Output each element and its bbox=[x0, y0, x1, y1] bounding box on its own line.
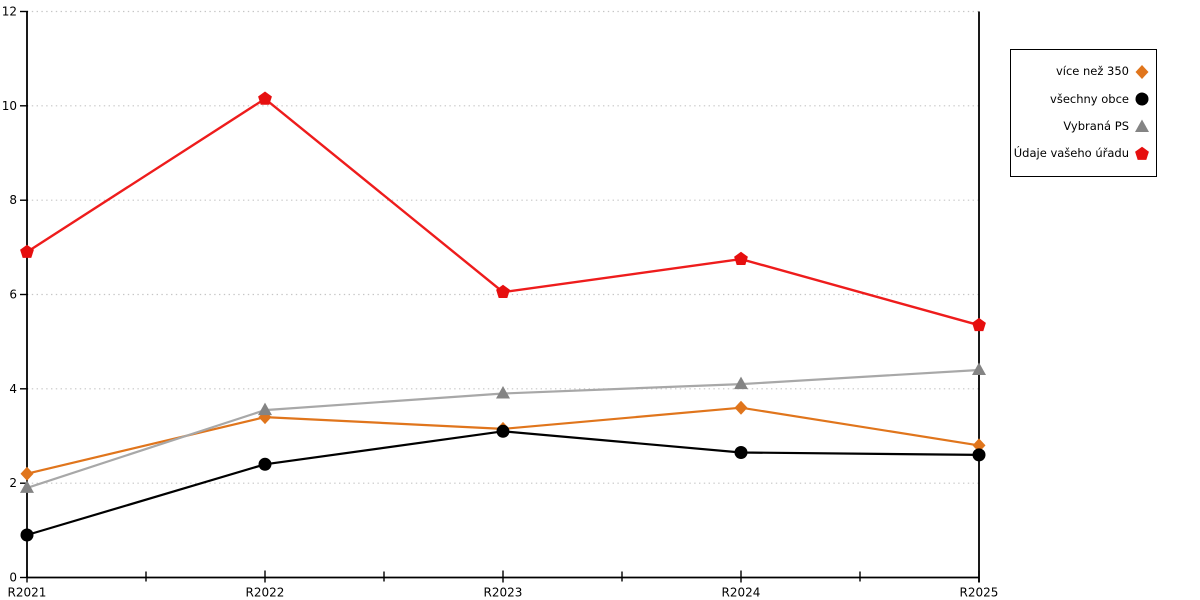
triangle-marker bbox=[972, 362, 986, 375]
circle-icon bbox=[1135, 92, 1149, 106]
x-tick-label: R2024 bbox=[722, 586, 761, 600]
pentagon-marker bbox=[496, 284, 510, 298]
legend-box: více než 350 všechny obce Vybraná PS Údaje … bbox=[1010, 49, 1157, 177]
legend-label: všechny obce bbox=[1050, 91, 1129, 106]
circle-marker bbox=[972, 448, 986, 462]
diamond-icon bbox=[1135, 65, 1149, 80]
x-tick-label: R2022 bbox=[246, 586, 285, 600]
diamond-marker bbox=[972, 438, 986, 453]
x-tick-label: R2025 bbox=[960, 586, 999, 600]
triangle-marker bbox=[20, 480, 34, 493]
pentagon-marker bbox=[20, 244, 34, 258]
y-tick-label: 10 bbox=[2, 99, 17, 113]
diamond-marker bbox=[734, 400, 748, 415]
y-tick-label: 8 bbox=[9, 193, 17, 207]
circle-marker bbox=[20, 528, 34, 542]
pentagon-marker bbox=[734, 251, 748, 265]
pentagon-marker bbox=[258, 91, 272, 105]
y-tick-label: 0 bbox=[9, 571, 17, 585]
y-tick-label: 4 bbox=[9, 382, 17, 396]
pentagon-marker bbox=[972, 317, 986, 332]
circle-marker bbox=[734, 446, 748, 459]
triangle-marker bbox=[496, 386, 510, 399]
y-tick-label: 12 bbox=[2, 5, 17, 19]
circle-marker bbox=[258, 457, 272, 471]
legend-label: více než 350 bbox=[1055, 64, 1129, 79]
triangle-marker bbox=[258, 402, 272, 416]
x-tick-label: R2023 bbox=[484, 586, 523, 600]
legend-label: Vybraná PS bbox=[1063, 118, 1129, 133]
legend-item: Údaje vašeho úřadu bbox=[1013, 146, 1150, 162]
series-triangle bbox=[20, 362, 986, 493]
y-tick-label: 6 bbox=[9, 288, 17, 302]
series-circle bbox=[20, 424, 986, 542]
legend-item: Vybraná PS bbox=[1013, 119, 1150, 135]
diamond-marker bbox=[20, 466, 34, 481]
triangle-icon bbox=[1135, 119, 1149, 132]
x-tick-label: R2021 bbox=[8, 586, 47, 600]
legend-item: více než 350 bbox=[1013, 64, 1150, 80]
triangle-marker bbox=[734, 376, 748, 390]
pentagon-icon bbox=[1135, 146, 1149, 160]
legend-item: všechny obce bbox=[1013, 91, 1150, 107]
series-diamond bbox=[20, 400, 986, 481]
series-pentagon bbox=[20, 91, 986, 332]
legend-label: Údaje vašeho úřadu bbox=[1013, 146, 1129, 160]
y-tick-label: 2 bbox=[9, 476, 17, 490]
circle-marker bbox=[496, 424, 510, 438]
